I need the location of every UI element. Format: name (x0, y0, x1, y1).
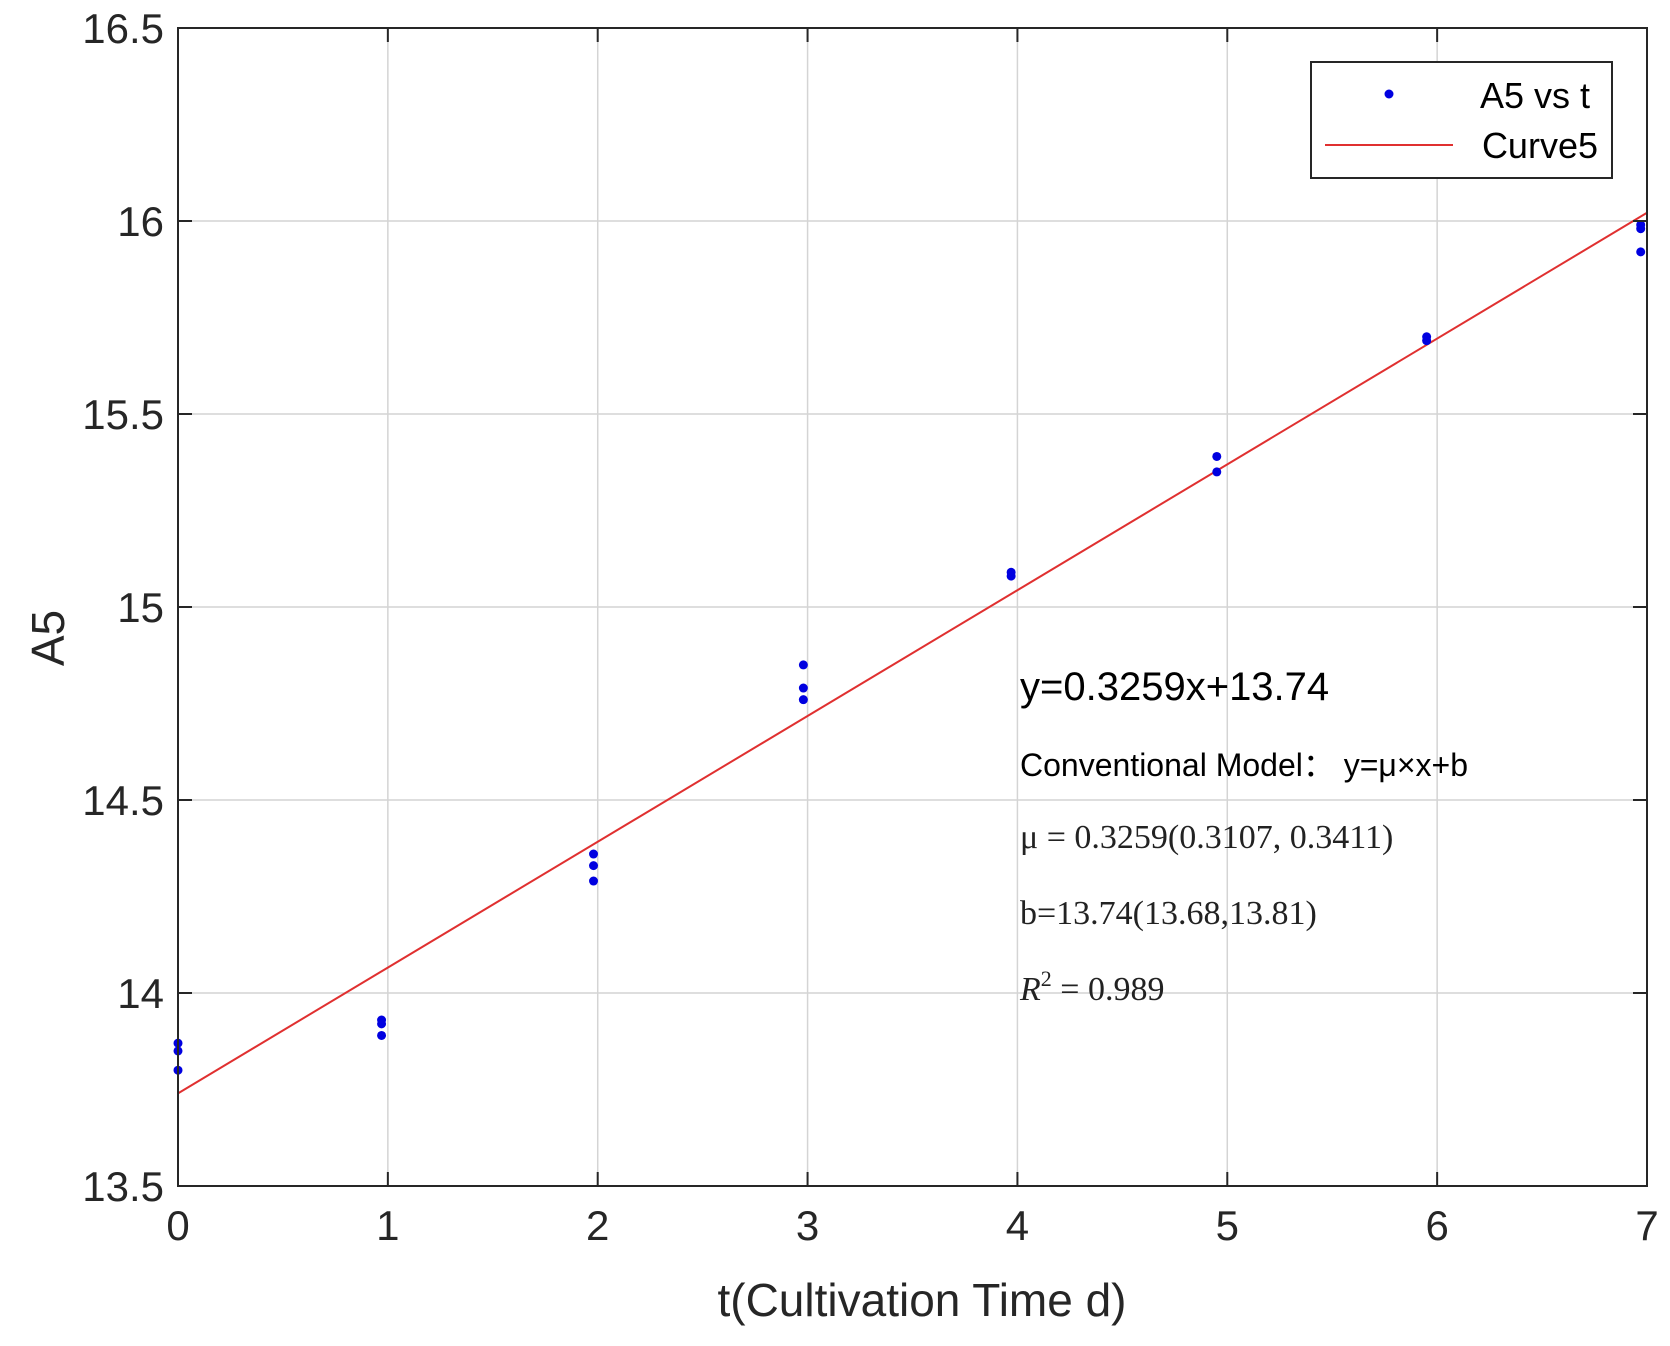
x-tick-label: 0 (166, 1202, 189, 1249)
y-axis-title: A5 (22, 610, 74, 666)
data-point (1212, 467, 1222, 477)
data-points-layer (173, 220, 1646, 1075)
data-point (377, 1030, 387, 1040)
data-point (1006, 571, 1016, 581)
x-tick-label: 7 (1635, 1202, 1658, 1249)
x-tick-label: 3 (796, 1202, 819, 1249)
data-point (798, 683, 808, 693)
fit-equation: y=0.3259x+13.74 (1020, 665, 1329, 709)
y-tick-label: 14 (117, 970, 164, 1017)
grid (177, 27, 1648, 1187)
model-description: Conventional Model： y=μ×x+b (1020, 747, 1468, 783)
data-point (1212, 451, 1222, 461)
legend-label-scatter: A5 vs t (1480, 75, 1590, 116)
x-axis-title: t(Cultivation Time d) (717, 1274, 1126, 1326)
y-tick-label: 15 (117, 584, 164, 631)
data-point (1636, 224, 1646, 234)
data-point (798, 660, 808, 670)
fit-annotations: y=0.3259x+13.74 Conventional Model： y=μ×… (1019, 665, 1468, 1008)
x-tick-label: 4 (1006, 1202, 1029, 1249)
b-estimate: b=13.74(13.68,13.81) (1020, 895, 1317, 932)
data-point (589, 849, 599, 859)
y-axis-ticks: 13.5 14 14.5 15 15.5 16 16.5 (82, 5, 1647, 1210)
r-squared-value: = 0.989 (1052, 971, 1165, 1008)
y-tick-label: 16.5 (82, 5, 164, 52)
r-squared-exponent: 2 (1041, 966, 1052, 991)
x-tick-label: 2 (586, 1202, 609, 1249)
data-point (589, 861, 599, 871)
fit-line-layer (177, 211, 1648, 1095)
legend-box (1310, 61, 1613, 179)
x-tick-label: 1 (376, 1202, 399, 1249)
y-tick-label: 13.5 (82, 1163, 164, 1210)
x-tick-label: 5 (1216, 1202, 1239, 1249)
x-axis-ticks: 0 1 2 3 4 5 6 7 (166, 28, 1659, 1249)
y-tick-label: 15.5 (82, 391, 164, 438)
legend-marker-scatter (1384, 89, 1394, 99)
fit-line (177, 211, 1648, 1095)
r-squared: R2 = 0.989 (1019, 966, 1164, 1008)
data-point (1636, 247, 1646, 257)
data-point (589, 876, 599, 886)
legend: A5 vs t Curve5 (1310, 61, 1613, 179)
mu-estimate: μ = 0.3259(0.3107, 0.3411) (1020, 819, 1393, 856)
r-squared-symbol: R (1019, 971, 1041, 1008)
legend-label-line: Curve5 (1482, 125, 1598, 166)
data-point (377, 1019, 387, 1029)
y-tick-label: 16 (117, 198, 164, 245)
y-tick-label: 14.5 (82, 777, 164, 824)
data-point (1422, 336, 1432, 346)
x-tick-label: 6 (1425, 1202, 1448, 1249)
data-point (798, 695, 808, 705)
